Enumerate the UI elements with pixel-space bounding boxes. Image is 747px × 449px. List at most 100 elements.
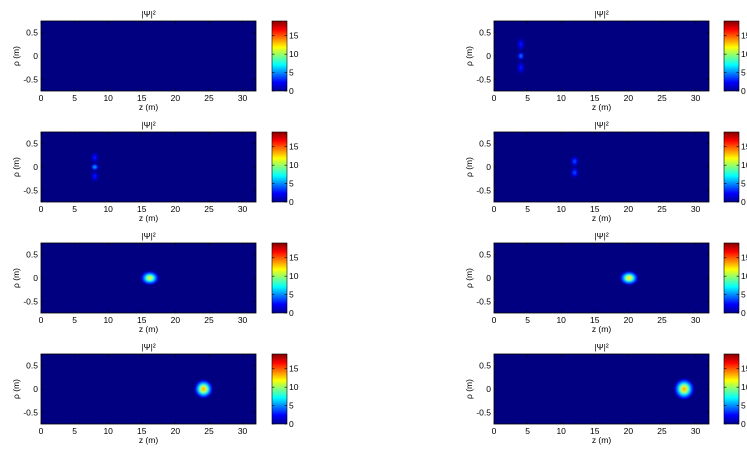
x-tick-label: 0 xyxy=(492,204,497,214)
x-tick-label: 5 xyxy=(525,426,530,436)
x-tick-label: 15 xyxy=(137,204,147,214)
intensity-blob-2 xyxy=(570,166,579,179)
y-axis-label: ρ (m) xyxy=(11,268,21,288)
intensity-blob-1 xyxy=(516,37,525,52)
x-tick-label: 15 xyxy=(137,93,147,103)
y-axis-label: ρ (m) xyxy=(464,157,474,177)
x-tick-label: 0 xyxy=(39,426,44,436)
intensity-blob-3 xyxy=(90,170,99,183)
x-tick-label: 10 xyxy=(556,204,566,214)
colorbar-tick-label: 10 xyxy=(289,271,299,281)
x-tick-label: 5 xyxy=(525,315,530,325)
colorbar-tick-label: 10 xyxy=(289,160,299,170)
y-tick-label: 0 xyxy=(33,273,38,283)
y-tick-label: 0.5 xyxy=(26,250,38,260)
heatmap-background xyxy=(494,132,709,202)
x-tick-label: 10 xyxy=(556,426,566,436)
colorbar-tick-label: 5 xyxy=(741,68,746,78)
colorbar-tick-label: 5 xyxy=(741,179,746,189)
colorbar-tick-label: 15 xyxy=(289,31,299,41)
chart-title: |Ψ|² xyxy=(141,120,156,130)
colorbar xyxy=(723,242,740,314)
intensity-blob-1 xyxy=(194,379,213,399)
colorbar xyxy=(271,20,288,92)
x-tick-label: 10 xyxy=(556,93,566,103)
y-axis-label: ρ (m) xyxy=(11,379,21,399)
colorbar-tick-label: 10 xyxy=(289,382,299,392)
intensity-blobs xyxy=(516,37,525,75)
y-tick-label: 0 xyxy=(33,384,38,394)
x-tick-label: 25 xyxy=(204,426,214,436)
y-tick-label: -0.5 xyxy=(476,74,491,84)
x-axis-label: z (m) xyxy=(592,102,612,112)
intensity-blob-1 xyxy=(674,378,694,400)
chart-title: |Ψ|² xyxy=(594,120,609,130)
intensity-blob-3 xyxy=(516,60,525,75)
y-tick-label: 0.5 xyxy=(26,139,38,149)
y-tick-label: 0 xyxy=(486,384,491,394)
colorbar-tick-label: 5 xyxy=(741,401,746,411)
colorbar-tick-label: 0 xyxy=(741,86,746,96)
heatmap-background xyxy=(41,354,256,424)
y-tick-label: 0 xyxy=(486,162,491,172)
x-tick-label: 30 xyxy=(691,204,701,214)
x-tick-label: 20 xyxy=(624,315,634,325)
x-tick-label: 30 xyxy=(238,315,248,325)
y-tick-label: 0.5 xyxy=(26,361,38,371)
intensity-blobs xyxy=(194,379,213,399)
x-tick-label: 15 xyxy=(137,315,147,325)
colorbar-tick-label: 10 xyxy=(741,160,747,170)
colorbar-tick-label: 0 xyxy=(289,308,294,318)
colorbar-tick-label: 5 xyxy=(741,290,746,300)
colorbar-tick-label: 0 xyxy=(741,308,746,318)
colorbar-tick-label: 0 xyxy=(289,419,294,429)
intensity-blobs xyxy=(140,271,159,285)
y-tick-label: 0 xyxy=(486,273,491,283)
x-tick-label: 15 xyxy=(137,426,147,436)
colorbar-tick-label: 15 xyxy=(289,253,299,263)
colorbar-tick-label: 10 xyxy=(741,382,747,392)
x-tick-label: 10 xyxy=(103,315,113,325)
x-tick-label: 20 xyxy=(624,204,634,214)
colorbar xyxy=(271,242,288,314)
y-axis-label: ρ (m) xyxy=(464,379,474,399)
heatmap-background xyxy=(41,21,256,91)
x-tick-label: 20 xyxy=(171,93,181,103)
y-tick-label: -0.5 xyxy=(23,407,38,417)
chart-title: |Ψ|² xyxy=(594,342,609,352)
x-tick-label: 5 xyxy=(72,204,77,214)
x-tick-label: 5 xyxy=(525,204,530,214)
x-tick-label: 5 xyxy=(72,93,77,103)
x-tick-label: 30 xyxy=(691,426,701,436)
x-axis-label: z (m) xyxy=(139,324,159,334)
colorbar-tick-label: 0 xyxy=(289,86,294,96)
colorbar-tick-label: 10 xyxy=(289,49,299,59)
y-tick-label: -0.5 xyxy=(23,74,38,84)
colorbar-tick-label: 15 xyxy=(741,142,747,152)
x-tick-label: 30 xyxy=(238,426,248,436)
y-axis-label: ρ (m) xyxy=(464,46,474,66)
heatmap-background xyxy=(494,243,709,313)
x-axis-label: z (m) xyxy=(139,102,159,112)
intensity-blobs xyxy=(620,271,639,285)
x-tick-label: 0 xyxy=(39,93,44,103)
colorbar-tick-label: 15 xyxy=(741,364,747,374)
chart-title: |Ψ|² xyxy=(141,9,156,19)
x-axis-label: z (m) xyxy=(139,435,159,445)
x-tick-label: 15 xyxy=(590,93,600,103)
x-tick-label: 25 xyxy=(204,315,214,325)
colorbar-tick-label: 5 xyxy=(289,290,294,300)
colorbar xyxy=(723,20,740,92)
x-tick-label: 30 xyxy=(691,315,701,325)
y-tick-label: 0 xyxy=(486,51,491,61)
heatmap-background xyxy=(494,21,709,91)
y-tick-label: 0.5 xyxy=(26,28,38,38)
x-tick-label: 20 xyxy=(171,204,181,214)
y-tick-label: -0.5 xyxy=(476,407,491,417)
y-tick-label: -0.5 xyxy=(23,296,38,306)
x-tick-label: 20 xyxy=(171,426,181,436)
colorbar xyxy=(723,353,740,425)
